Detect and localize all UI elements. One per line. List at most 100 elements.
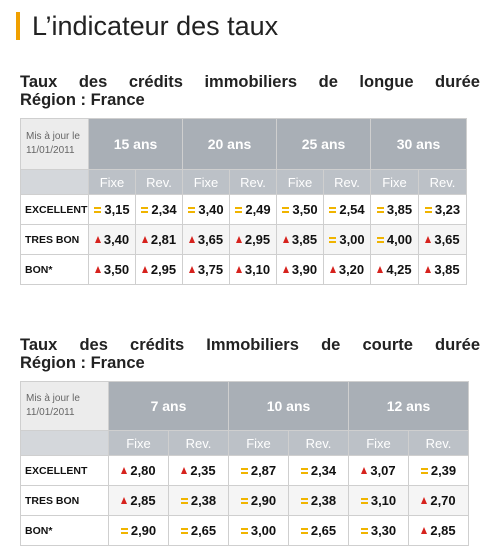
term-header: 15 ans [88, 118, 183, 170]
rate-type-row: Fixe Rev. Fixe Rev. Fixe Rev. [20, 430, 469, 456]
rate-value: 2,34 [310, 463, 337, 478]
rate-row: TRES BON 2,85 2,38 2,90 2,38 3,10 2,70 [20, 485, 469, 516]
rate-cell: 2,38 [168, 485, 229, 516]
rate-cell: 2,70 [408, 485, 469, 516]
trend-stable-icon [240, 468, 248, 474]
rate-cell: 3,65 [418, 224, 467, 255]
trend-up-icon [421, 497, 428, 504]
trend-stable-icon [376, 237, 384, 243]
rate-value: 3,15 [104, 202, 130, 217]
rate-cell: 2,54 [323, 194, 371, 225]
rate-cell: 2,95 [135, 254, 183, 285]
fixed-rate-header: Fixe [348, 430, 409, 456]
rate-type-corner [20, 169, 89, 195]
profile-label: TRES BON [20, 485, 109, 516]
rate-cell: 2,65 [168, 515, 229, 546]
trend-up-icon [235, 266, 242, 273]
trend-up-icon [94, 266, 101, 273]
rate-cell: 2,49 [229, 194, 277, 225]
profile-label: BON* [20, 254, 89, 285]
rate-value: 2,34 [151, 202, 177, 217]
rate-value: 2,95 [150, 262, 177, 277]
variable-rate-header: Rev. [288, 430, 349, 456]
rate-value: 2,85 [130, 493, 156, 508]
fixed-rate-header: Fixe [108, 430, 169, 456]
rate-cell: 2,87 [228, 455, 289, 486]
rate-row: EXCELLENT 3,15 2,34 3,40 2,49 3,50 2,54 3,85 3,2… [20, 194, 467, 225]
variable-rate-header: Rev. [229, 169, 277, 195]
trend-stable-icon [300, 498, 308, 504]
rate-value: 2,85 [430, 523, 456, 538]
rate-cell: 2,90 [108, 515, 169, 546]
rate-cell: 3,40 [88, 224, 136, 255]
rate-cell: 2,90 [228, 485, 289, 516]
trend-stable-icon [300, 468, 308, 474]
trend-stable-icon [141, 207, 149, 213]
rate-cell: 2,34 [135, 194, 183, 225]
trend-stable-icon [235, 207, 243, 213]
variable-rate-header: Rev. [418, 169, 467, 195]
short-term-title: Taux des crédits Immobiliers de courte d… [20, 336, 480, 372]
rate-value: 3,40 [103, 232, 130, 247]
rate-value: 2,81 [150, 232, 177, 247]
trend-stable-icon [300, 528, 308, 534]
profile-label: EXCELLENT [20, 455, 109, 486]
trend-up-icon [282, 236, 289, 243]
rate-value: 3,00 [339, 232, 365, 247]
trend-up-icon [121, 467, 128, 474]
trend-stable-icon [282, 207, 290, 213]
trend-up-icon [282, 266, 289, 273]
rate-cell: 3,40 [182, 194, 230, 225]
term-header: 7 ans [108, 381, 229, 431]
rate-cell: 3,65 [182, 224, 230, 255]
rate-cell: 3,50 [276, 194, 324, 225]
rate-cell: 2,38 [288, 485, 349, 516]
trend-stable-icon [420, 468, 428, 474]
rate-type-corner [20, 430, 109, 456]
variable-rate-header: Rev. [135, 169, 183, 195]
rate-cell: 3,10 [348, 485, 409, 516]
rate-value: 3,90 [291, 262, 318, 277]
trend-up-icon [188, 236, 195, 243]
trend-up-icon [141, 236, 148, 243]
rate-cell: 3,07 [348, 455, 409, 486]
fixed-rate-header: Fixe [182, 169, 230, 195]
trend-up-icon [425, 236, 432, 243]
rate-value: 3,65 [434, 232, 460, 247]
updated-label: Mis à jour le [26, 131, 80, 142]
rate-cell: 4,00 [370, 224, 419, 255]
rate-cell: 3,85 [370, 194, 419, 225]
rate-value: 2,54 [339, 202, 365, 217]
rate-value: 3,85 [291, 232, 318, 247]
rate-cell: 3,90 [276, 254, 324, 285]
rate-value: 2,90 [250, 493, 277, 508]
fixed-rate-header: Fixe [276, 169, 324, 195]
rate-value: 2,95 [244, 232, 271, 247]
trend-up-icon [181, 467, 188, 474]
trend-stable-icon [376, 207, 384, 213]
profile-label: TRES BON [20, 224, 89, 255]
rate-value: 2,90 [130, 523, 157, 538]
rate-value: 2,38 [190, 493, 217, 508]
rate-cell: 2,35 [168, 455, 229, 486]
trend-stable-icon [94, 207, 102, 213]
rate-row: BON* 3,50 2,95 3,75 3,10 3,90 3,20 4,25 3,85 [20, 254, 467, 285]
rate-row: EXCELLENT 2,80 2,35 2,87 2,34 3,07 2,39 [20, 455, 469, 486]
rate-cell: 2,81 [135, 224, 183, 255]
updated-cell: Mis à jour le 11/01/2011 [20, 118, 89, 170]
rate-value: 2,49 [245, 202, 271, 217]
term-header: 20 ans [182, 118, 277, 170]
trend-stable-icon [180, 528, 188, 534]
rate-cell: 3,00 [323, 224, 371, 255]
updated-date: 11/01/2011 [26, 145, 75, 156]
rate-value: 3,07 [370, 463, 396, 478]
trend-up-icon [141, 266, 148, 273]
trend-stable-icon [360, 498, 368, 504]
trend-up-icon [361, 467, 368, 474]
rate-cell: 3,75 [182, 254, 230, 285]
trend-stable-icon [188, 207, 196, 213]
trend-stable-icon [360, 528, 368, 534]
fixed-rate-header: Fixe [228, 430, 289, 456]
trend-stable-icon [120, 528, 128, 534]
trend-stable-icon [329, 237, 337, 243]
